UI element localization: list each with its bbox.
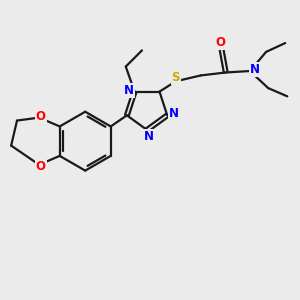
Text: N: N	[143, 130, 154, 143]
Text: O: O	[36, 160, 46, 173]
Text: N: N	[124, 84, 134, 97]
Text: N: N	[169, 107, 179, 120]
Text: O: O	[215, 36, 225, 49]
Text: N: N	[250, 63, 260, 76]
Text: O: O	[36, 110, 46, 123]
Text: S: S	[172, 71, 180, 84]
